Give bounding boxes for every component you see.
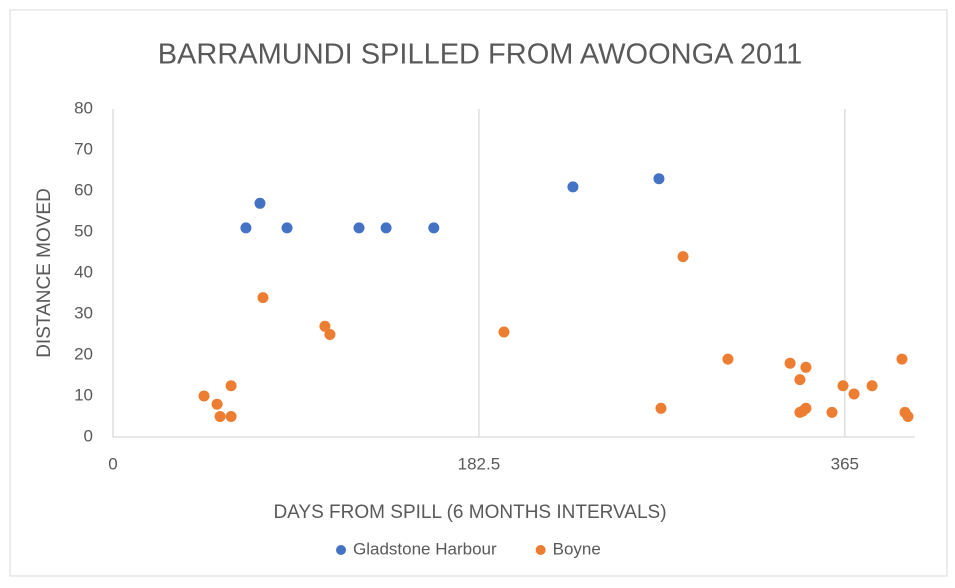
point: [866, 380, 878, 392]
legend-marker: [535, 545, 546, 555]
y-tick-label: 70: [74, 139, 93, 158]
x-axis-label: DAYS FROM SPILL (6 MONTHS INTERVALS): [273, 502, 666, 523]
point: [653, 173, 665, 185]
point: [240, 222, 252, 234]
point: [380, 222, 392, 234]
legend-label: Boyne: [553, 539, 601, 558]
point: [800, 361, 812, 373]
point: [214, 411, 226, 422]
point: [225, 411, 237, 422]
point: [902, 411, 914, 422]
y-tick-label: 50: [74, 221, 93, 240]
point: [677, 251, 689, 263]
point: [722, 353, 734, 365]
point: [428, 222, 440, 234]
y-tick-label: 30: [74, 303, 93, 322]
y-tick-label: 20: [74, 344, 93, 363]
point: [784, 357, 796, 369]
x-tick-label: 0: [108, 454, 117, 473]
y-axis-label: DISTANCE MOVED: [34, 188, 55, 358]
point: [794, 374, 806, 386]
point: [353, 222, 365, 234]
y-tick-label: 10: [74, 385, 93, 404]
point: [319, 320, 331, 332]
point: [254, 197, 266, 209]
point: [324, 329, 336, 340]
point: [837, 380, 849, 392]
point: [198, 390, 210, 402]
x-tick-label: 182.5: [458, 454, 501, 473]
y-tick-label: 40: [74, 262, 93, 281]
point: [257, 292, 269, 304]
chart-title: BARRAMUNDI SPILLED FROM AWOONGA 2011: [158, 39, 803, 71]
point: [800, 402, 812, 414]
point: [281, 222, 293, 234]
point: [498, 326, 510, 338]
point: [225, 380, 237, 392]
y-tick-label: 80: [74, 98, 93, 117]
point: [826, 406, 838, 418]
y-tick-label: 0: [84, 426, 93, 445]
y-tick-label: 60: [74, 180, 93, 199]
legend-label: Gladstone Harbour: [353, 539, 497, 558]
point: [655, 402, 667, 414]
legend-marker: [336, 545, 346, 555]
x-tick-label: 365: [831, 454, 859, 473]
point: [567, 181, 579, 193]
point: [896, 353, 908, 365]
point: [848, 388, 860, 400]
point: [211, 398, 223, 410]
